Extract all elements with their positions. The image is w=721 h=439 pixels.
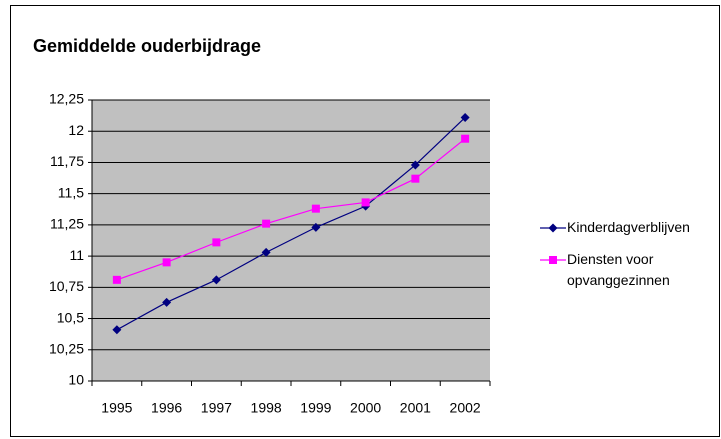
- x-tick-label: 2001: [400, 400, 431, 416]
- x-tick-label: 1996: [151, 400, 182, 416]
- y-tick-label: 11,75: [50, 153, 84, 169]
- series-line: [116, 117, 466, 331]
- legend-label: Kinderdagverblijven: [567, 219, 690, 235]
- series-line: [116, 138, 466, 281]
- point: [311, 222, 321, 232]
- point: [112, 325, 122, 335]
- point: [311, 204, 320, 213]
- y-tick-label: 10: [68, 372, 84, 388]
- point: [162, 297, 172, 307]
- y-tick-label: 10,5: [57, 309, 84, 325]
- point: [461, 134, 470, 143]
- x-tick-label: 1995: [101, 400, 132, 416]
- chart-title: Gemiddelde ouderbijdrage: [33, 36, 261, 56]
- y-tick-label: 10,25: [49, 340, 84, 356]
- point: [460, 112, 470, 122]
- point: [212, 238, 221, 247]
- point: [410, 160, 420, 170]
- point: [261, 247, 271, 257]
- x-tick-label: 2002: [450, 400, 481, 416]
- y-tick-label: 11,5: [58, 184, 84, 200]
- point: [262, 219, 271, 228]
- point: [112, 275, 121, 284]
- point: [548, 223, 558, 233]
- x-tick-label: 1999: [300, 400, 331, 416]
- legend-label: Diensten voor opvanggezinnen: [567, 251, 670, 288]
- x-tick-label: 1998: [251, 400, 282, 416]
- y-tick-label: 12: [68, 122, 84, 138]
- point: [411, 174, 420, 183]
- x-tick-label: 2000: [350, 400, 381, 416]
- y-tick-label: 10,75: [49, 278, 84, 294]
- y-tick-label: 12,25: [49, 91, 84, 107]
- y-tick-label: 11,25: [50, 216, 84, 232]
- point: [211, 275, 221, 285]
- point: [162, 258, 171, 267]
- point: [549, 256, 557, 264]
- x-tick-label: 1997: [201, 400, 232, 416]
- y-tick-label: 11: [69, 247, 84, 263]
- point: [361, 198, 370, 207]
